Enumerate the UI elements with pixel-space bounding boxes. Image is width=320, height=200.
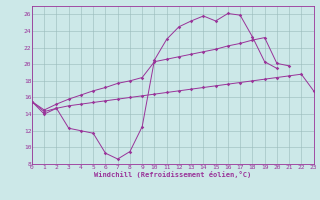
- X-axis label: Windchill (Refroidissement éolien,°C): Windchill (Refroidissement éolien,°C): [94, 171, 252, 178]
